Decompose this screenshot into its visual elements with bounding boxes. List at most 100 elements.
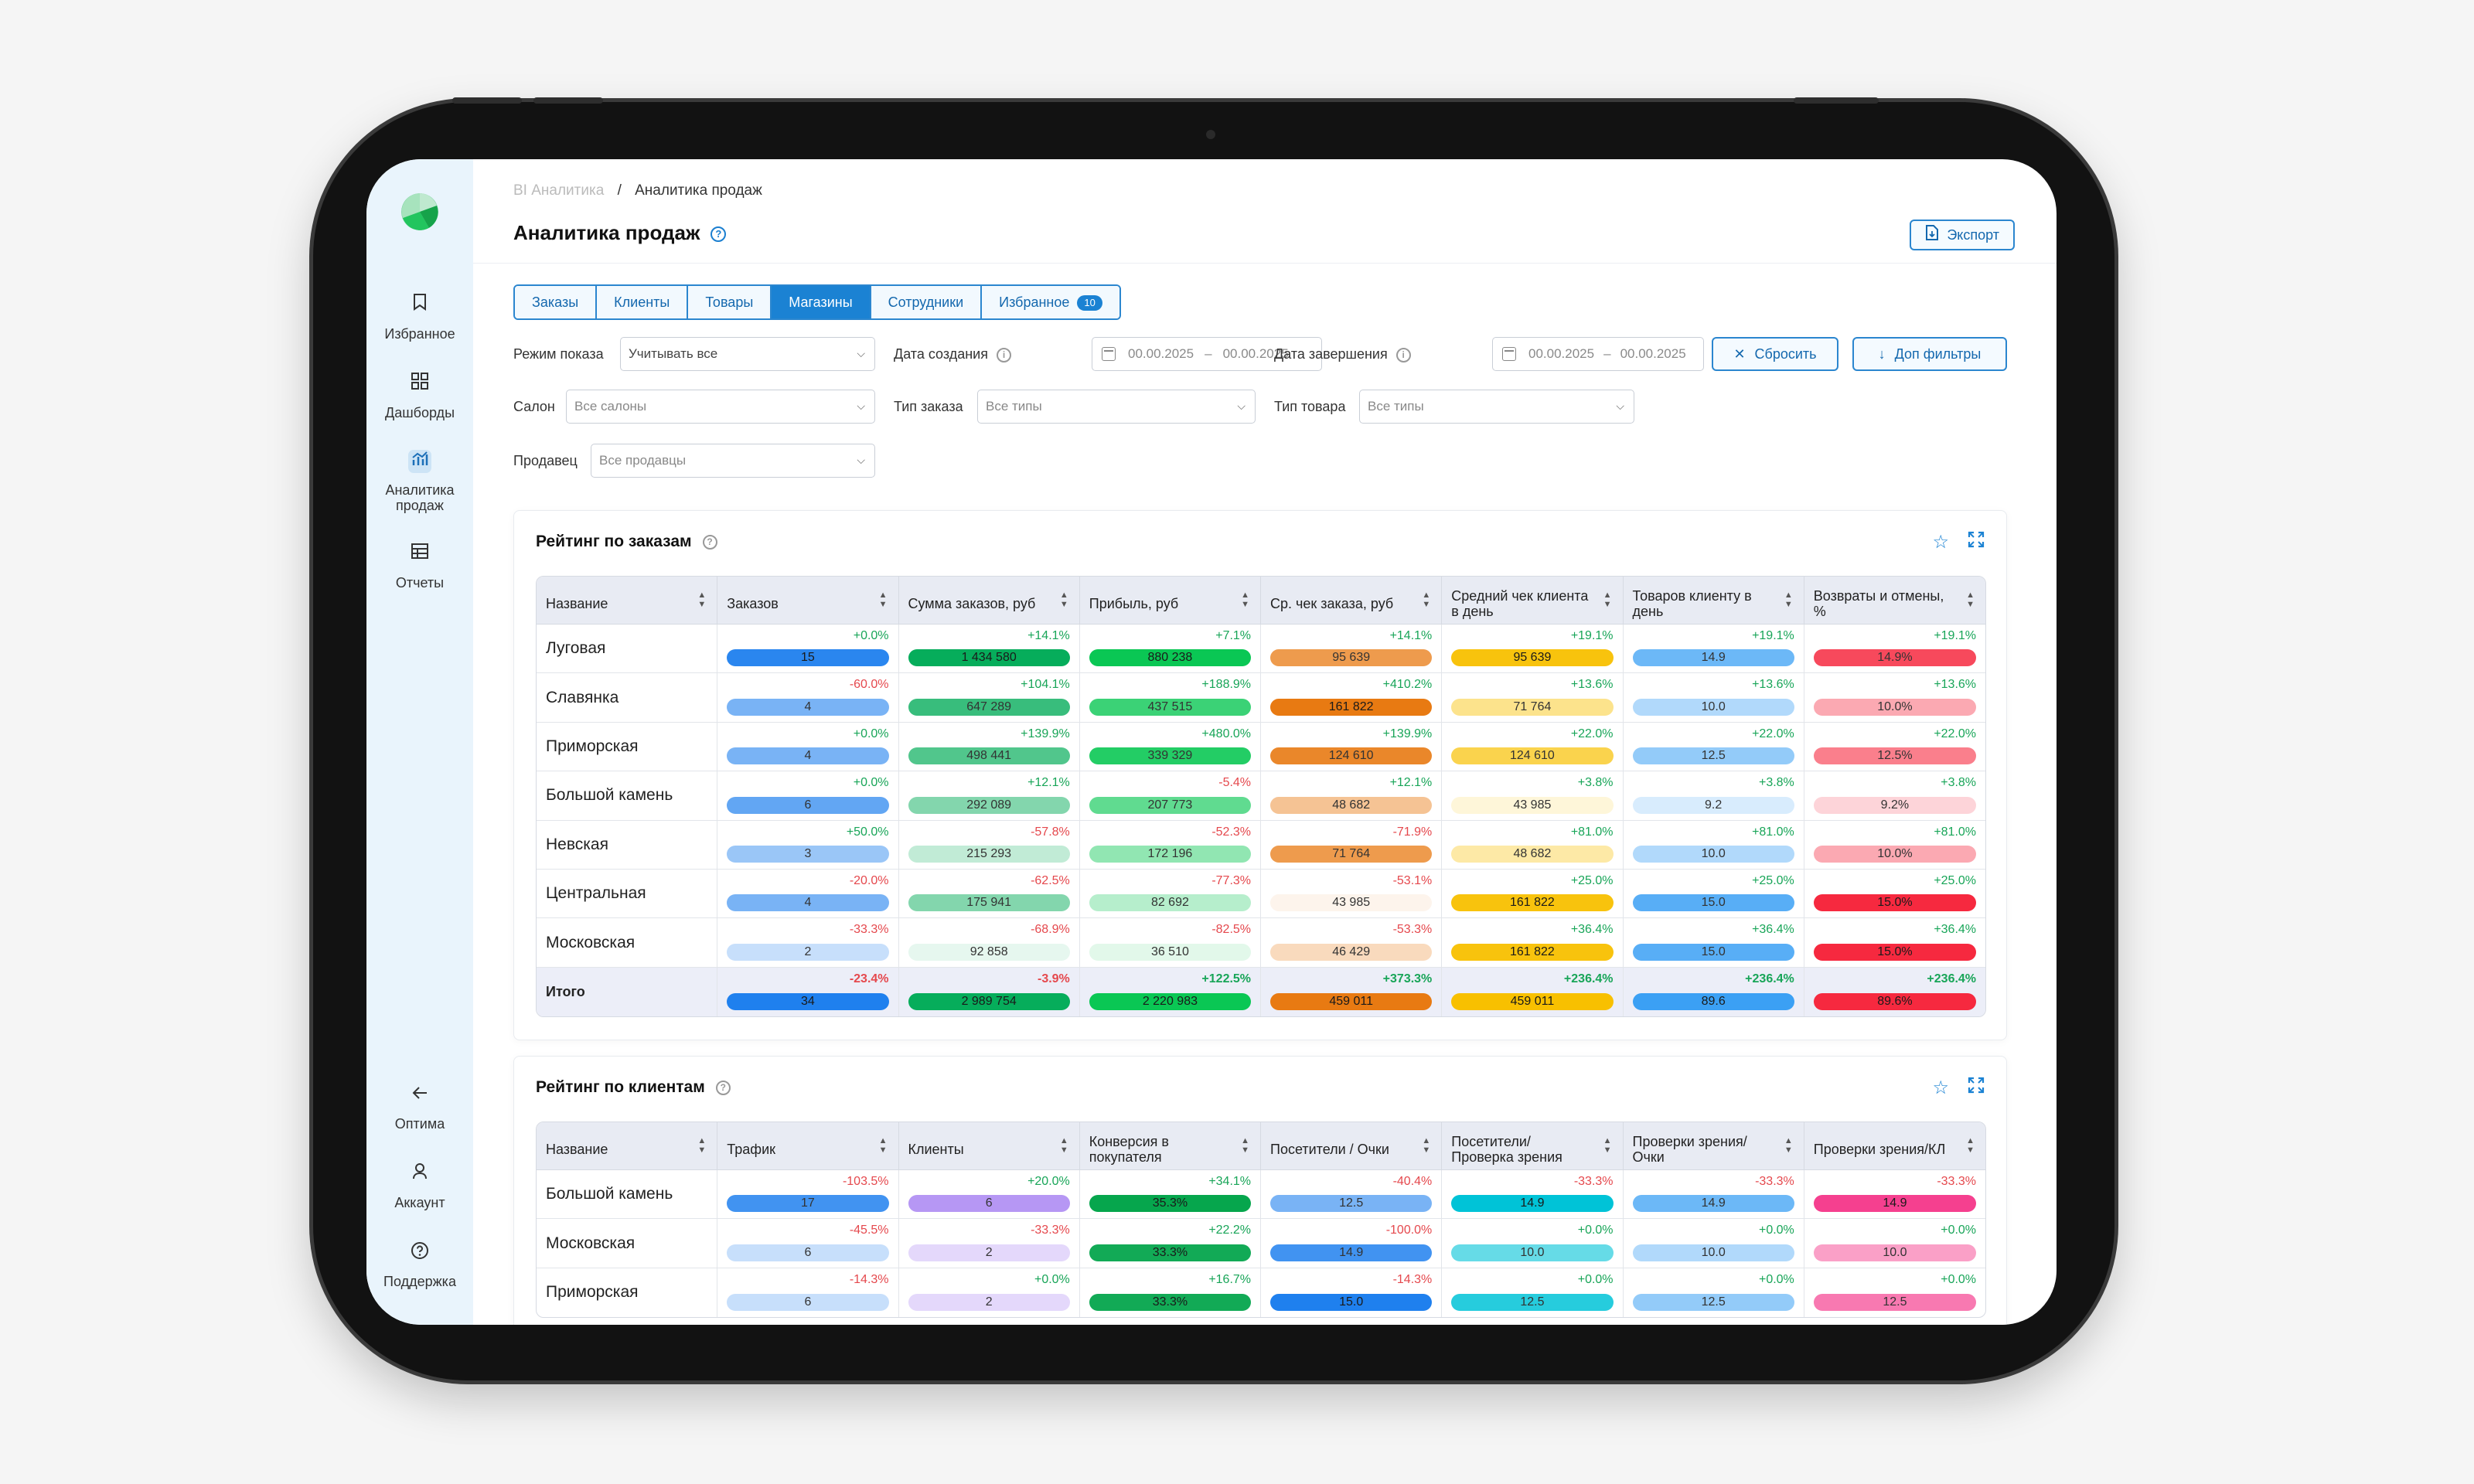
- help-icon[interactable]: ?: [711, 226, 727, 243]
- finished-from-value[interactable]: 00.00.2025: [1528, 346, 1595, 361]
- table-row[interactable]: Луговая +0.0% 15 +14.1% 1 434 580 +7.1% 880 23…: [537, 625, 1985, 674]
- created-to-value[interactable]: 00.00.2025: [1222, 346, 1289, 361]
- sort-icon[interactable]: ▲ ▼: [1241, 591, 1249, 609]
- sidebar-item-dashboards[interactable]: Дашборды: [366, 373, 473, 420]
- sidebar-item-favorites[interactable]: Избранное: [366, 294, 473, 342]
- metric-cell: +13.6% 10.0%: [1804, 673, 1985, 721]
- sort-icon[interactable]: ▲ ▼: [697, 1136, 707, 1155]
- sort-icon[interactable]: ▲ ▼: [1784, 1136, 1793, 1155]
- sidebar-item-support[interactable]: Поддержка: [366, 1241, 473, 1289]
- sort-icon[interactable]: ▲ ▼: [1966, 591, 1975, 609]
- tab-stores[interactable]: Магазины: [772, 286, 871, 318]
- table-row[interactable]: Московская -45.5% 6 -33.3% 2 +22.2% 33.3% -100.…: [537, 1219, 1985, 1268]
- tab-favorites[interactable]: Избранное 10: [982, 286, 1119, 318]
- table-row[interactable]: Московская -33.3% 2 -68.9% 92 858 -82.5% 36 51…: [537, 918, 1985, 968]
- table-row[interactable]: Невская +50.0% 3 -57.8% 215 293 -52.3% 172 196…: [537, 820, 1985, 870]
- finished-to-value[interactable]: 00.00.2025: [1620, 346, 1686, 361]
- sort-icon[interactable]: ▲ ▼: [697, 591, 707, 609]
- column-header-label: Ср. чек заказа, руб: [1270, 595, 1394, 611]
- tab-products[interactable]: Товары: [688, 286, 772, 318]
- metric-cell: -5.4% 207 773: [1080, 771, 1262, 820]
- product-type-select[interactable]: Все типы ⌵: [1359, 390, 1634, 424]
- value-bar: 48 682: [1270, 796, 1433, 814]
- created-date-range[interactable]: 00.00.2025–00.00.2025: [1092, 337, 1322, 371]
- help-icon[interactable]: ?: [715, 1080, 731, 1095]
- table-row[interactable]: Приморская -14.3% 6 +0.0% 2 +16.7% 33.3% -14.3%…: [537, 1268, 1985, 1318]
- value-bar: 33.3%: [1089, 1244, 1252, 1261]
- delta-value: -23.4%: [849, 972, 889, 985]
- column-header[interactable]: Средний чек клиента в день ▲ ▼: [1442, 577, 1624, 624]
- sidebar-item-sales-analytics[interactable]: Аналитика продаж: [366, 450, 473, 513]
- star-icon[interactable]: ☆: [1932, 1077, 1949, 1098]
- reset-filters-button[interactable]: ✕ Сбросить: [1712, 337, 1838, 371]
- mode-select[interactable]: Учитывать все ⌵: [620, 337, 875, 371]
- sort-icon[interactable]: ▲ ▼: [1422, 1136, 1431, 1155]
- sidebar-item-optima[interactable]: Оптима: [366, 1084, 473, 1132]
- help-icon[interactable]: ?: [702, 534, 717, 550]
- value-bar: 215 293: [908, 845, 1070, 863]
- table-row[interactable]: Славянка -60.0% 4 +104.1% 647 289 +188.9% 437 …: [537, 673, 1985, 723]
- sort-icon[interactable]: ▲ ▼: [878, 591, 888, 609]
- sidebar-item-account[interactable]: Аккаунт: [366, 1162, 473, 1210]
- order-type-select[interactable]: Все типы ⌵: [977, 390, 1256, 424]
- sort-icon[interactable]: ▲ ▼: [878, 1136, 888, 1155]
- tab-employees[interactable]: Сотрудники: [871, 286, 983, 318]
- table-row[interactable]: Большой камень +0.0% 6 +12.1% 292 089 -5.4% 20…: [537, 771, 1985, 821]
- sort-icon[interactable]: ▲ ▼: [1603, 1136, 1612, 1155]
- table-row[interactable]: Большой камень -103.5% 17 +20.0% 6 +34.1% 35.3…: [537, 1170, 1985, 1220]
- sort-icon[interactable]: ▲ ▼: [1422, 591, 1431, 609]
- calendar-icon: [1102, 347, 1116, 361]
- breadcrumb-root[interactable]: BI Аналитика: [513, 182, 605, 199]
- row-name: Центральная: [537, 869, 718, 918]
- column-header[interactable]: Конверсия в покупателя ▲ ▼: [1080, 1122, 1261, 1169]
- column-header[interactable]: Посетители / Очки ▲ ▼: [1261, 1122, 1443, 1169]
- sort-icon[interactable]: ▲ ▼: [1966, 1136, 1975, 1155]
- column-header[interactable]: Заказов ▲ ▼: [717, 577, 899, 624]
- info-icon[interactable]: i: [1395, 347, 1411, 362]
- metric-cell: -33.3% 14.9: [1804, 1170, 1985, 1218]
- column-header[interactable]: Сумма заказов, руб ▲ ▼: [899, 577, 1080, 624]
- app-logo[interactable]: [401, 193, 438, 230]
- column-header[interactable]: Ср. чек заказа, руб ▲ ▼: [1261, 577, 1443, 624]
- more-filters-button[interactable]: ↓ Доп фильтры: [1852, 337, 2007, 371]
- star-icon[interactable]: ☆: [1932, 532, 1949, 553]
- value-bar: 292 089: [908, 796, 1070, 814]
- metric-cell: +480.0% 339 329: [1080, 722, 1262, 771]
- value-bar: 2: [727, 943, 889, 961]
- tab-orders[interactable]: Заказы: [515, 286, 598, 318]
- sort-icon[interactable]: ▲ ▼: [1059, 591, 1068, 609]
- column-header[interactable]: Клиенты ▲ ▼: [899, 1122, 1080, 1169]
- column-header[interactable]: Название ▲ ▼: [537, 1122, 718, 1169]
- sort-icon[interactable]: ▲ ▼: [1241, 1136, 1249, 1155]
- salon-select[interactable]: Все салоны ⌵: [566, 390, 875, 424]
- table-row[interactable]: Центральная -20.0% 4 -62.5% 175 941 -77.3% 82 …: [537, 869, 1985, 919]
- tab-clients[interactable]: Клиенты: [597, 286, 689, 318]
- created-from-value[interactable]: 00.00.2025: [1128, 346, 1194, 361]
- metric-cell: +3.8% 9.2: [1624, 771, 1804, 820]
- expand-icon[interactable]: [1968, 531, 1985, 553]
- delta-value: +14.1%: [1027, 629, 1070, 642]
- total-row[interactable]: Итого -23.4% 34 -3.9% 2 989 754 +122.5% 2 220 …: [537, 967, 1985, 1017]
- sort-icon[interactable]: ▲ ▼: [1784, 591, 1793, 609]
- column-header[interactable]: Товаров клиенту в день ▲ ▼: [1624, 577, 1804, 624]
- table-row[interactable]: Приморская +0.0% 4 +139.9% 498 441 +480.0% 339…: [537, 722, 1985, 772]
- sort-icon[interactable]: ▲ ▼: [1059, 1136, 1068, 1155]
- column-header[interactable]: Трафик ▲ ▼: [717, 1122, 899, 1169]
- finished-date-range[interactable]: 00.00.2025–00.00.2025: [1492, 337, 1704, 371]
- column-header[interactable]: Проверки зрения/КЛ ▲ ▼: [1804, 1122, 1985, 1169]
- metric-cell: +19.1% 14.9: [1624, 625, 1804, 673]
- arrow-left-icon: [408, 1084, 431, 1107]
- sort-icon[interactable]: ▲ ▼: [1603, 591, 1612, 609]
- seller-select[interactable]: Все продавцы ⌵: [591, 444, 875, 478]
- sidebar-item-reports[interactable]: Отчеты: [366, 543, 473, 591]
- expand-icon[interactable]: [1968, 1077, 1985, 1099]
- export-button[interactable]: Экспорт: [1910, 220, 2015, 250]
- column-header[interactable]: Возвраты и отмены, % ▲ ▼: [1804, 577, 1985, 624]
- column-header[interactable]: Название ▲ ▼: [537, 577, 718, 624]
- info-icon[interactable]: i: [997, 347, 1011, 362]
- column-header-label: Сумма заказов, руб: [908, 595, 1036, 611]
- value-bar: 14.9: [1270, 1244, 1433, 1261]
- column-header[interactable]: Посетители/ Проверка зрения ▲ ▼: [1442, 1122, 1624, 1169]
- column-header[interactable]: Прибыль, руб ▲ ▼: [1080, 577, 1261, 624]
- column-header[interactable]: Проверки зрения/Очки ▲ ▼: [1624, 1122, 1804, 1169]
